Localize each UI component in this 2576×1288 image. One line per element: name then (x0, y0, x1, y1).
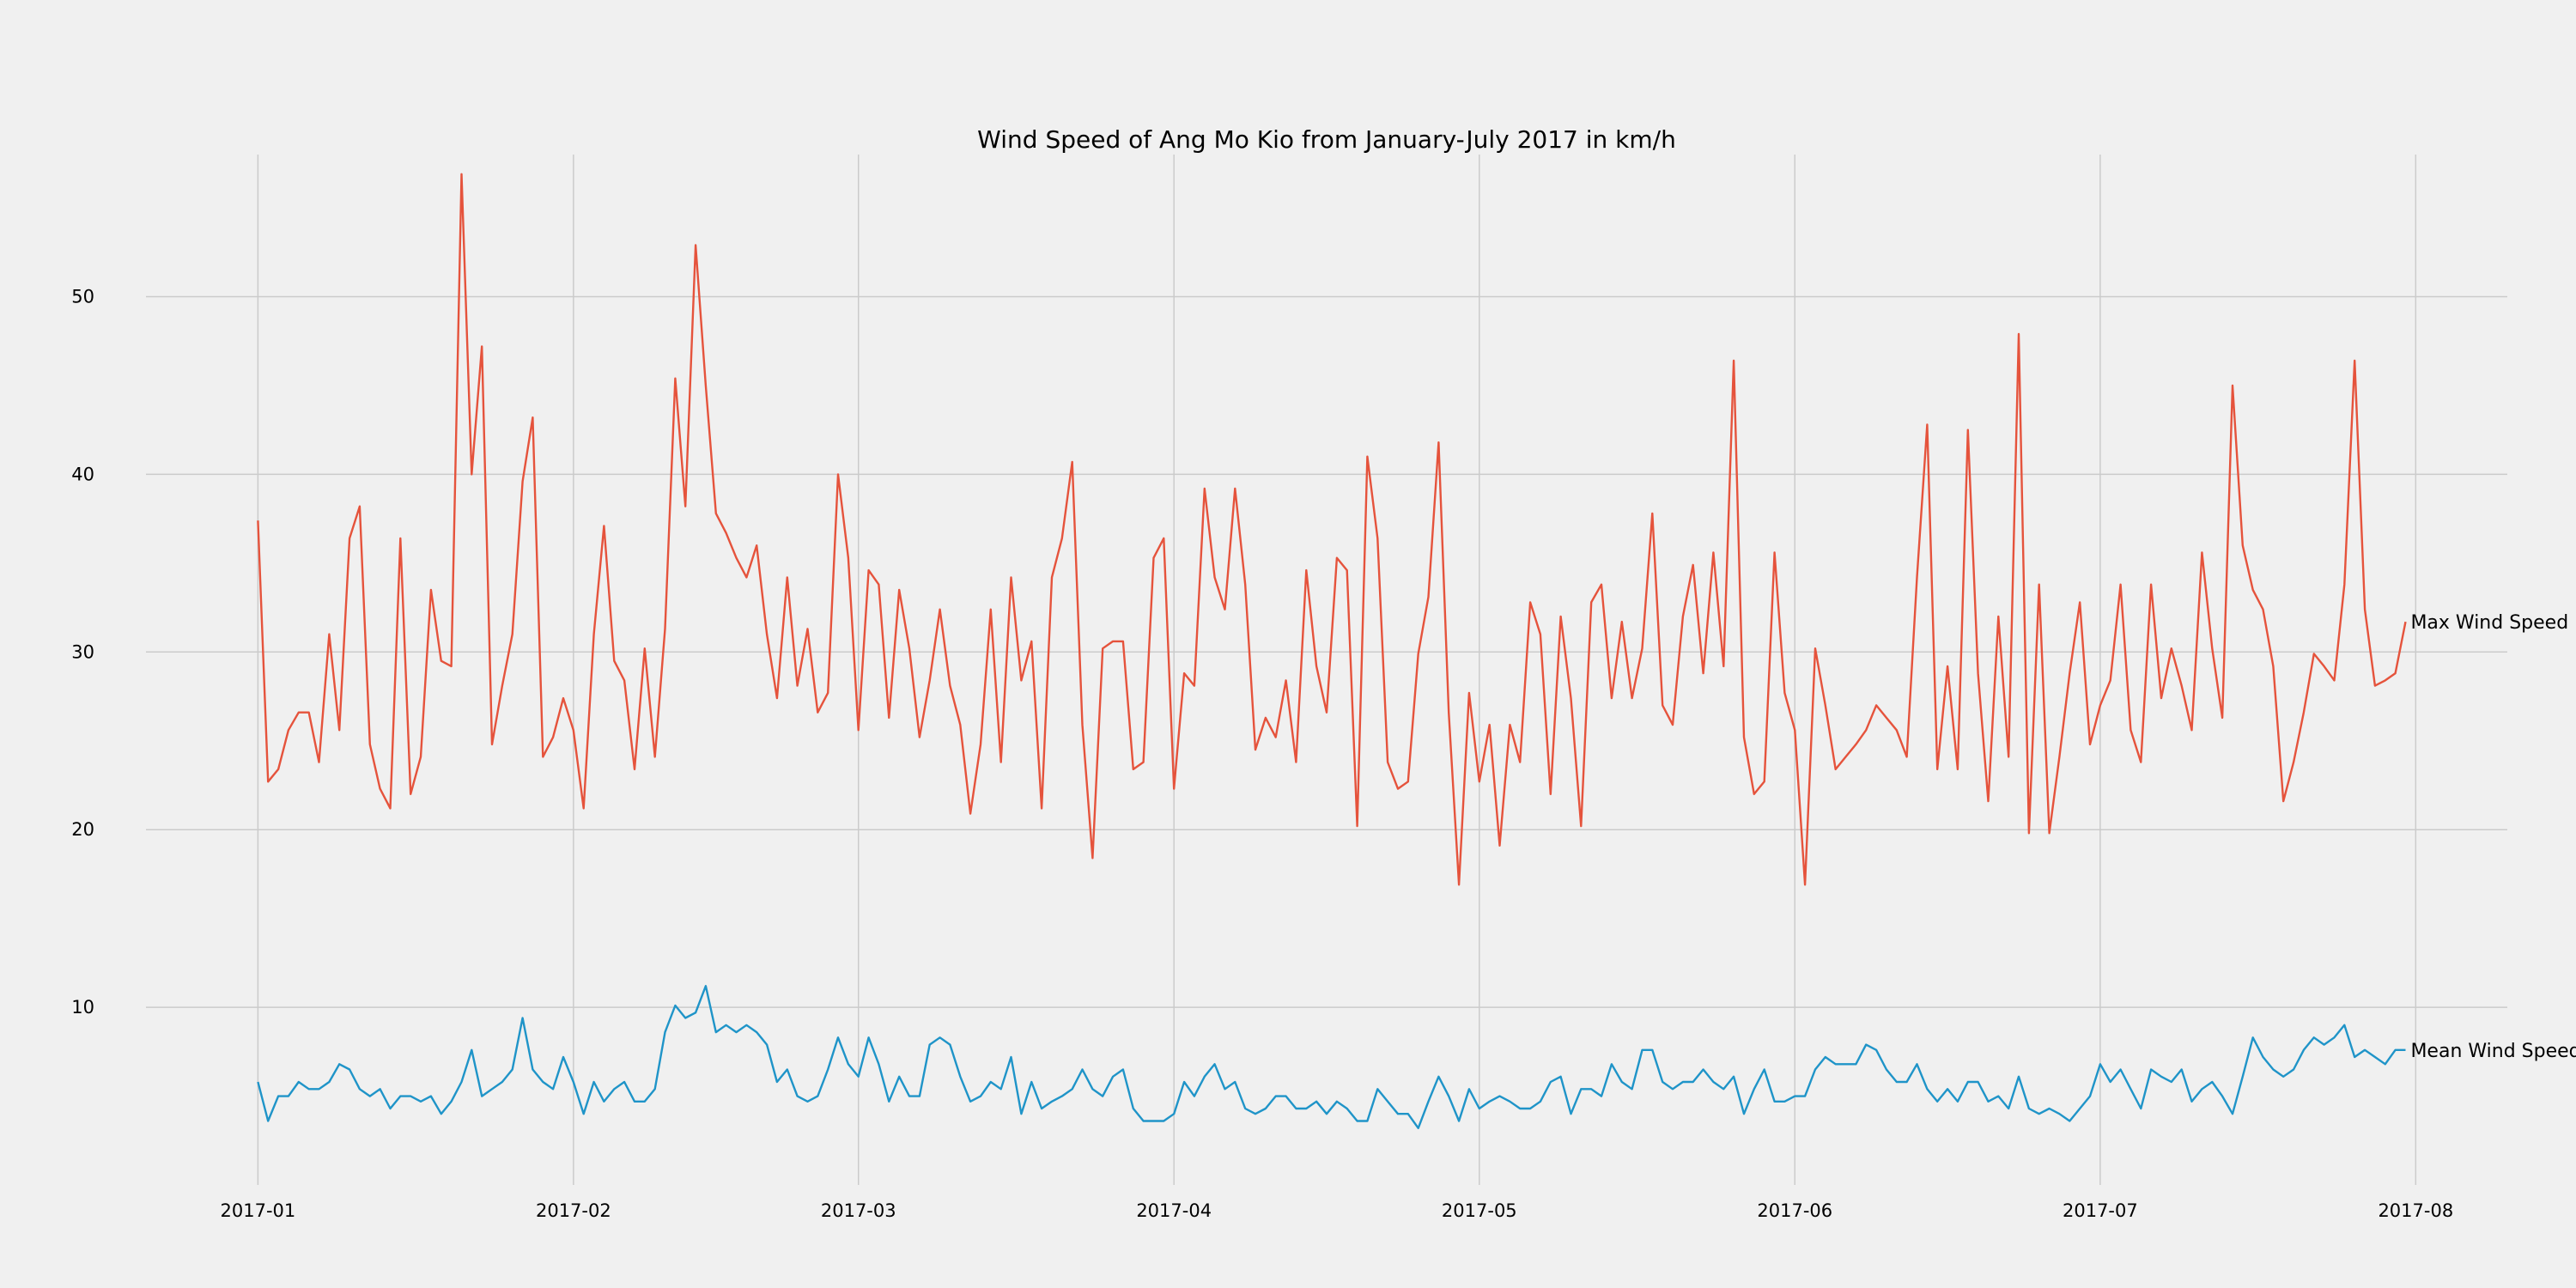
series-end-label: Mean Wind Speed (2410, 1041, 2576, 1062)
x-tick-label: 2017-01 (221, 1200, 296, 1221)
y-tick-label: 10 (71, 997, 94, 1018)
y-tick-label: 40 (71, 464, 94, 484)
series-line-max-wind-speed (257, 173, 2407, 886)
chart-title: Wind Speed of Ang Mo Kio from January-Ju… (977, 125, 1676, 154)
x-tick-label: 2017-02 (536, 1200, 611, 1221)
y-tick-label: 20 (71, 819, 94, 840)
x-tick-label: 2017-04 (1136, 1200, 1212, 1221)
x-tick-label: 2017-03 (821, 1200, 896, 1221)
series-line-mean-wind-speed (257, 985, 2406, 1130)
series-end-labels: Max Wind Speed Mean Wind Speed (2410, 612, 2576, 1062)
y-tick-label: 30 (71, 641, 94, 662)
x-tick-label: 2017-06 (1757, 1200, 1832, 1221)
series-end-label: Max Wind Speed (2410, 612, 2568, 634)
x-tick-label: 2017-07 (2063, 1200, 2138, 1221)
series-lines (257, 173, 2407, 1130)
y-tick-label: 50 (71, 287, 94, 307)
x-tick-label: 2017-08 (2378, 1200, 2453, 1221)
x-tick-labels: 2017-01 2017-02 2017-03 2017-04 2017-05 2017-… (221, 1200, 2454, 1221)
x-tick-label: 2017-05 (1442, 1200, 1517, 1221)
y-tick-labels: 10 20 30 40 50 (71, 287, 94, 1018)
